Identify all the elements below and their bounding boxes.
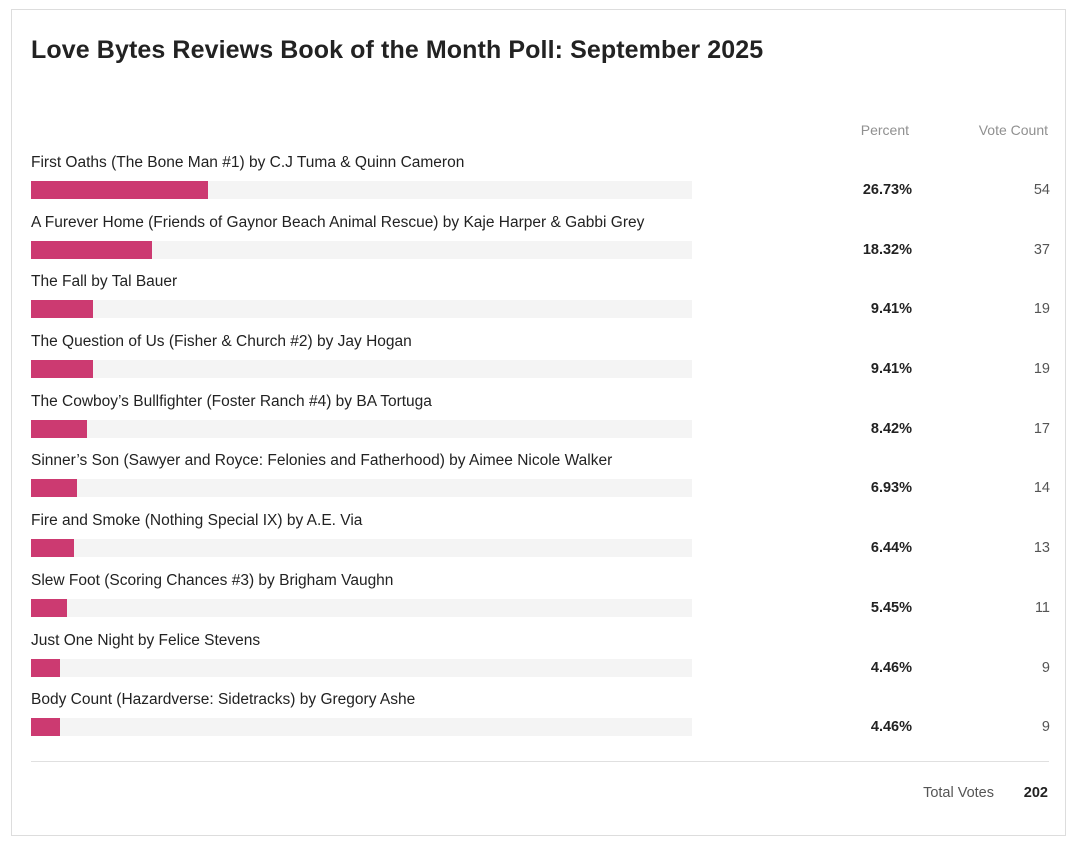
option-label: First Oaths (The Bone Man #1) by C.J Tum… [31,154,465,171]
result-bar-fill [31,718,61,737]
option-vote-count: 11 [1034,599,1050,616]
result-bar-fill [31,419,87,438]
option-percent: 5.45% [870,599,912,616]
option-label: The Question of Us (Fisher & Church #2) … [31,333,412,351]
option-vote-count: 19 [1033,301,1050,318]
result-bar-fill [31,598,68,617]
poll-option-row: A Furever Home (Friends of Gaynor Beach … [31,213,1050,274]
vote-count-column-header: Vote Count [978,122,1048,138]
option-percent: 4.46% [870,719,912,736]
poll-title: Love Bytes Reviews Book of the Month Pol… [31,36,764,64]
total-votes-label: Total Votes [923,785,994,801]
result-bar-track [31,360,692,379]
option-vote-count: 19 [1033,361,1050,378]
result-bar-track [31,300,692,319]
option-label: The Cowboy’s Bullfighter (Foster Ranch #… [31,392,432,410]
option-label: Sinner’s Son (Sawyer and Royce: Felonies… [31,452,613,470]
result-bar-fill [31,181,208,199]
result-bar-fill [31,240,153,259]
result-bar-track [31,181,692,199]
poll-card: Love Bytes Reviews Book of the Month Pol… [11,9,1066,836]
option-percent: 9.41% [870,301,912,318]
result-bar-track [31,598,692,617]
result-bar-track [31,539,692,558]
poll-option-row: Fire and Smoke (Nothing Special IX) by A… [31,512,1050,572]
result-bar-track [31,658,692,677]
result-bar-track [31,479,692,498]
option-percent: 26.73% [862,182,912,198]
option-label: A Furever Home (Friends of Gaynor Beach … [31,213,645,231]
result-bar-fill [31,539,74,558]
poll-option-row: Body Count (Hazardverse: Sidetracks) by … [31,691,1050,751]
result-bar-fill [31,658,61,677]
option-vote-count: 17 [1033,420,1050,437]
option-percent: 4.46% [870,659,912,676]
option-percent: 6.44% [870,540,912,557]
option-label: Slew Foot (Scoring Chances #3) by Brigha… [31,571,394,589]
poll-option-row: Just One Night by Felice Stevens 4.46% 9 [31,631,1050,692]
option-vote-count: 54 [1033,182,1050,198]
option-vote-count: 14 [1033,480,1050,497]
option-label: The Fall by Tal Bauer [31,273,178,291]
total-divider [31,761,1049,762]
option-label: Just One Night by Felice Stevens [31,631,261,649]
result-bar-fill [31,300,94,319]
option-vote-count: 37 [1033,241,1050,258]
result-bar-track [31,718,692,737]
option-percent: 9.41% [870,361,912,378]
poll-option-row: The Cowboy’s Bullfighter (Foster Ranch #… [31,392,1050,453]
option-label: Body Count (Hazardverse: Sidetracks) by … [31,691,416,709]
poll-option-row: The Fall by Tal Bauer 9.41% 19 [31,273,1050,333]
result-bar-track [31,419,692,438]
total-votes-value: 202 [1023,785,1048,801]
option-label: Fire and Smoke (Nothing Special IX) by A… [31,512,363,530]
result-bar-fill [31,479,77,498]
result-bar-track [31,240,692,259]
poll-option-row: Sinner’s Son (Sawyer and Royce: Felonies… [31,452,1050,512]
option-percent: 18.32% [862,241,912,258]
poll-option-row: The Question of Us (Fisher & Church #2) … [31,333,1050,393]
option-vote-count: 9 [1041,659,1050,676]
poll-option-row: Slew Foot (Scoring Chances #3) by Brigha… [31,571,1050,632]
option-vote-count: 13 [1033,540,1050,557]
poll-results-list: First Oaths (The Bone Man #1) by C.J Tum… [31,154,1050,751]
result-bar-fill [31,360,94,379]
percent-column-header: Percent [860,122,909,138]
option-percent: 8.42% [870,420,912,437]
option-percent: 6.93% [870,480,912,497]
option-vote-count: 9 [1041,719,1050,736]
poll-option-row: First Oaths (The Bone Man #1) by C.J Tum… [31,154,1050,214]
